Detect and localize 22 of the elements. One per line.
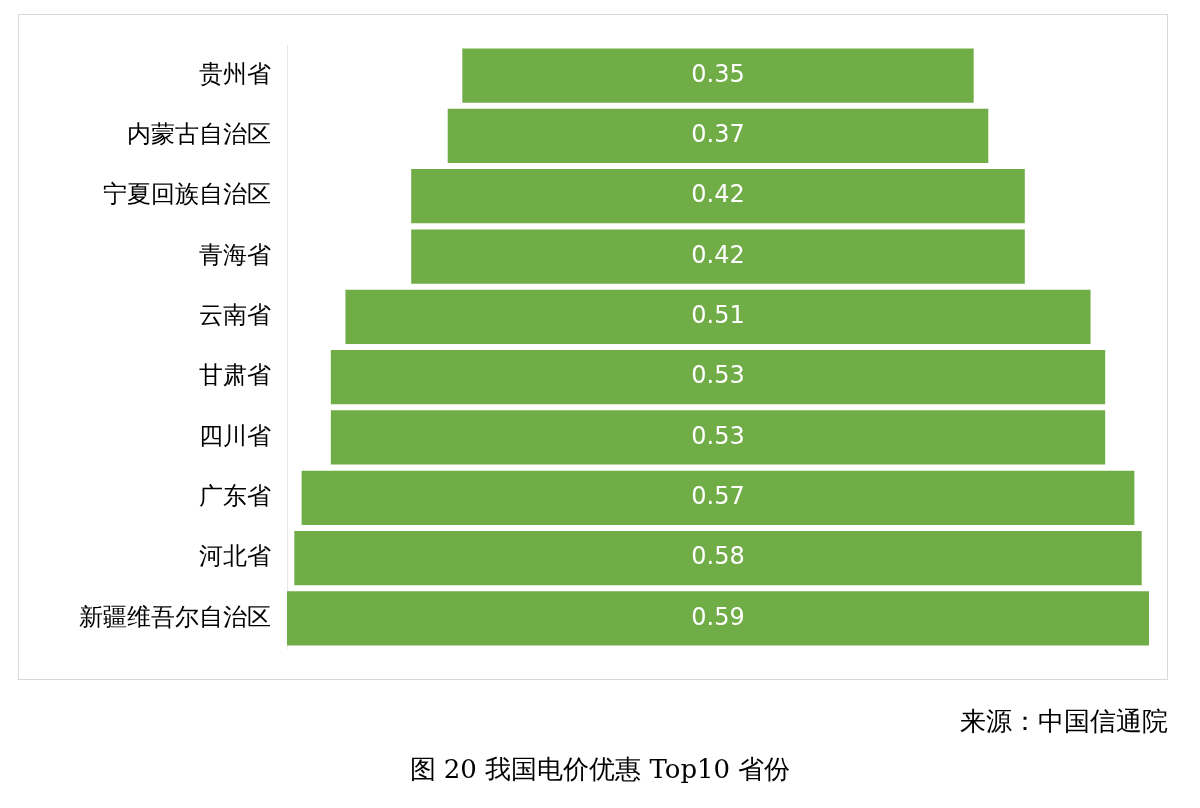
category-label: 四川省	[199, 421, 271, 450]
category-label: 青海省	[199, 240, 271, 269]
data-label: 0.53	[691, 421, 745, 450]
category-label: 宁夏回族自治区	[103, 180, 271, 209]
category-label: 甘肃省	[199, 361, 271, 390]
data-label: 0.59	[691, 602, 745, 631]
category-label: 云南省	[199, 301, 271, 330]
category-label: 内蒙古自治区	[127, 120, 271, 149]
data-label: 0.53	[691, 361, 745, 390]
data-label: 0.42	[691, 180, 745, 209]
text: 图 20 我国电价优惠 Top10 省份	[408, 753, 792, 786]
data-label: 0.37	[691, 120, 745, 149]
data-label: 0.57	[691, 482, 745, 511]
data-label: 0.35	[691, 59, 745, 88]
source-note: 来源：中国信通院	[960, 705, 1168, 738]
category-label: 河北省	[199, 542, 271, 571]
category-label: 贵州省	[199, 59, 271, 88]
data-label: 0.58	[691, 542, 745, 571]
category-label: 广东省	[199, 482, 271, 511]
category-label: 新疆维吾尔自治区	[79, 602, 271, 631]
data-label: 0.51	[691, 301, 745, 330]
data-label: 0.42	[691, 240, 745, 269]
